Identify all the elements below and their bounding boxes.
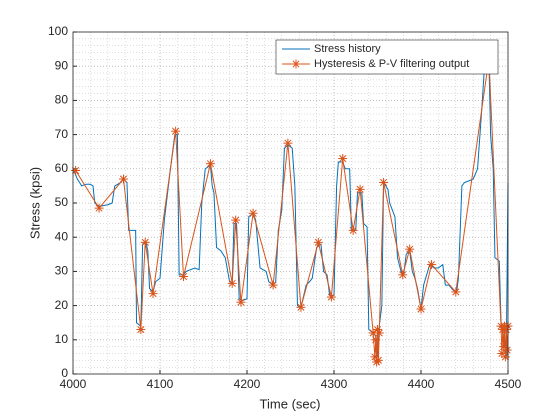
marker-stroke (232, 216, 240, 224)
y-tick-label: 100 (48, 24, 68, 38)
marker-stroke (149, 290, 157, 298)
x-tick-label: 4500 (495, 377, 522, 391)
marker-stroke (452, 288, 460, 296)
marker (371, 335, 381, 345)
marker (71, 166, 81, 176)
marker (205, 159, 215, 169)
marker-stroke (369, 329, 377, 337)
axes-box (72, 31, 509, 375)
marker (171, 126, 181, 136)
marker-stroke (327, 293, 335, 301)
marker (373, 355, 383, 365)
y-tick-label: 20 (55, 298, 69, 312)
marker (291, 59, 301, 69)
marker (94, 203, 104, 213)
y-tick-label: 0 (61, 366, 68, 380)
marker-stroke (374, 356, 382, 364)
marker-stroke (503, 346, 511, 354)
marker (374, 328, 384, 338)
marker (451, 287, 461, 297)
marker-stroke (349, 226, 357, 234)
marker-stroke (372, 336, 380, 344)
marker (227, 278, 237, 288)
marker-stroke (179, 272, 188, 281)
marker-stroke (249, 209, 257, 217)
marker (236, 297, 246, 307)
y-tick-label: 10 (55, 332, 69, 346)
y-tick-label: 90 (55, 58, 69, 72)
marker-stroke (498, 349, 506, 358)
marker (296, 302, 306, 312)
x-tick-label: 4200 (234, 377, 261, 391)
legend-box (275, 39, 499, 75)
marker-stroke (373, 325, 382, 334)
marker-stroke (137, 325, 145, 334)
marker (338, 154, 348, 164)
marker (500, 352, 510, 362)
marker-stroke (119, 175, 128, 183)
marker (118, 174, 128, 184)
y-tick-label: 50 (55, 195, 69, 209)
marker (248, 208, 258, 218)
marker (148, 289, 158, 299)
y-axis-label: Stress (kpsi) (27, 167, 42, 239)
marker (416, 304, 426, 314)
y-tick-label: 80 (55, 93, 69, 107)
x-tick-label: 4100 (147, 377, 174, 391)
marker (348, 225, 358, 235)
y-tick-label: 70 (55, 127, 69, 141)
marker (398, 270, 408, 280)
x-axis-label: Time (sec) (260, 396, 321, 411)
marker (379, 177, 389, 187)
marker-stroke (406, 245, 414, 253)
legend-label: Stress history (314, 43, 381, 55)
marker-stroke (501, 353, 509, 361)
marker (231, 215, 241, 225)
marker-stroke (339, 154, 347, 163)
y-tick-label: 40 (55, 229, 69, 243)
marker (136, 325, 146, 335)
marker-stroke (427, 261, 435, 269)
marker-stroke (500, 343, 508, 351)
marker (140, 237, 150, 247)
marker-stroke (172, 127, 180, 135)
marker-stroke (356, 185, 364, 193)
marker-stroke (206, 160, 215, 168)
marker (268, 280, 278, 290)
marker (502, 345, 512, 355)
marker (178, 272, 188, 282)
marker (355, 184, 365, 194)
marker (283, 138, 293, 148)
marker (326, 292, 336, 302)
y-tick-label: 30 (55, 264, 69, 278)
marker-stroke (237, 298, 245, 306)
marker-stroke (141, 238, 149, 246)
marker (313, 237, 323, 247)
marker-stroke (292, 60, 300, 68)
legend: Stress history Hysteresis & P-V filtering… (275, 39, 499, 75)
marker-stroke (72, 166, 80, 175)
marker-stroke (417, 305, 425, 313)
marker-stroke (284, 139, 292, 147)
marker-stroke (375, 329, 383, 337)
x-tick-label: 4300 (321, 377, 348, 391)
marker-stroke (399, 271, 407, 279)
y-tick-label: 60 (55, 161, 69, 175)
marker-stroke (228, 279, 236, 287)
legend-label: Hysteresis & P-V filtering output (314, 58, 469, 70)
marker (405, 244, 415, 254)
marker-stroke (95, 204, 103, 212)
x-tick-label: 4000 (60, 377, 87, 391)
marker (426, 260, 436, 270)
marker-stroke (314, 238, 322, 246)
marker-stroke (297, 303, 305, 311)
marker-stroke (269, 281, 277, 289)
marker-stroke (380, 178, 388, 187)
marker-stroke (371, 353, 379, 361)
x-tick-label: 4400 (408, 377, 435, 391)
